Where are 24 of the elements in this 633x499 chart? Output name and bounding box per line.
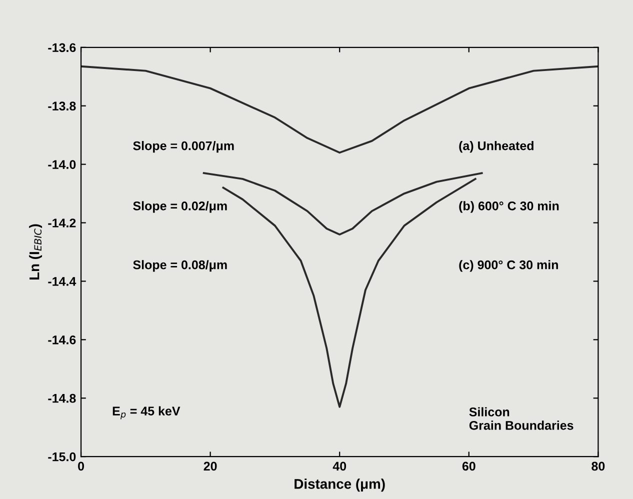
y-tick-label: -13.6 <box>48 43 76 52</box>
y-tick-label: -14.0 <box>48 160 76 169</box>
line-series <box>81 65 598 154</box>
y-tick-label: -14.4 <box>48 277 76 286</box>
y-tick-label: -15.0 <box>48 452 76 462</box>
annotation: Slope = 0.08/μm <box>133 260 227 272</box>
x-tick-label: 40 <box>332 462 346 471</box>
y-tick-label: -14.8 <box>48 394 76 403</box>
x-axis-title: Distance (μm) <box>294 478 385 492</box>
annotation: Slope = 0.02/μm <box>133 201 227 213</box>
x-tick-label: 20 <box>204 462 217 471</box>
x-tick-label: 0 <box>78 462 84 471</box>
x-tick-label: 60 <box>462 462 476 471</box>
x-tick-label: 80 <box>592 462 605 471</box>
annotation: Slope = 0.007/μm <box>133 141 234 153</box>
annotation: E$_{p}$ = 45 keV <box>112 406 180 420</box>
annotation: (c) 900° C 30 min <box>459 260 558 272</box>
annotation: (a) Unheated <box>459 141 534 153</box>
y-tick-label: -14.2 <box>48 218 76 228</box>
y-tick-label: -13.8 <box>48 102 76 111</box>
annotation: Silicon Grain Boundaries <box>469 407 574 430</box>
y-tick-label: -14.6 <box>48 335 76 344</box>
annotation: (b) 600° C 30 min <box>459 201 559 213</box>
y-axis-title: Ln (I$_{EBIC}$) <box>29 224 42 280</box>
